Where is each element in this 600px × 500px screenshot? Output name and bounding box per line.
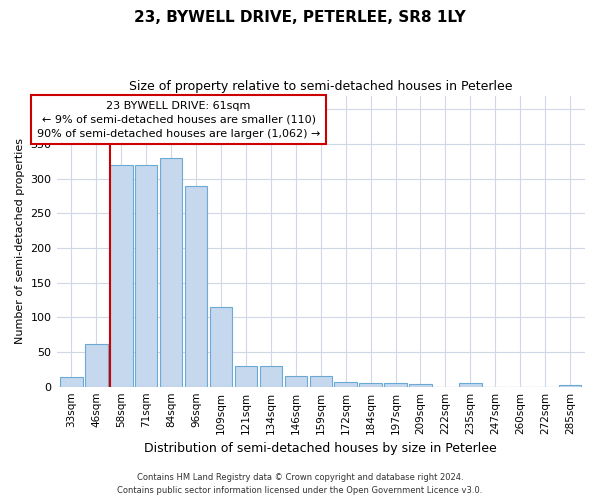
Text: 23, BYWELL DRIVE, PETERLEE, SR8 1LY: 23, BYWELL DRIVE, PETERLEE, SR8 1LY — [134, 10, 466, 25]
Bar — [559, 384, 581, 386]
Text: Contains HM Land Registry data © Crown copyright and database right 2024.
Contai: Contains HM Land Registry data © Crown c… — [118, 474, 482, 495]
Bar — [359, 382, 382, 386]
Bar — [235, 366, 257, 386]
Bar — [334, 382, 357, 386]
Bar — [284, 376, 307, 386]
Title: Size of property relative to semi-detached houses in Peterlee: Size of property relative to semi-detach… — [129, 80, 512, 93]
X-axis label: Distribution of semi-detached houses by size in Peterlee: Distribution of semi-detached houses by … — [145, 442, 497, 455]
Bar — [160, 158, 182, 386]
Bar — [459, 383, 482, 386]
Bar — [409, 384, 431, 386]
Bar — [210, 307, 232, 386]
Bar — [310, 376, 332, 386]
Bar — [110, 165, 133, 386]
Bar — [135, 165, 157, 386]
Y-axis label: Number of semi-detached properties: Number of semi-detached properties — [15, 138, 25, 344]
Bar — [85, 344, 107, 386]
Bar — [185, 186, 208, 386]
Bar — [385, 383, 407, 386]
Text: 23 BYWELL DRIVE: 61sqm
← 9% of semi-detached houses are smaller (110)
90% of sem: 23 BYWELL DRIVE: 61sqm ← 9% of semi-deta… — [37, 101, 320, 139]
Bar — [60, 377, 83, 386]
Bar — [260, 366, 282, 386]
